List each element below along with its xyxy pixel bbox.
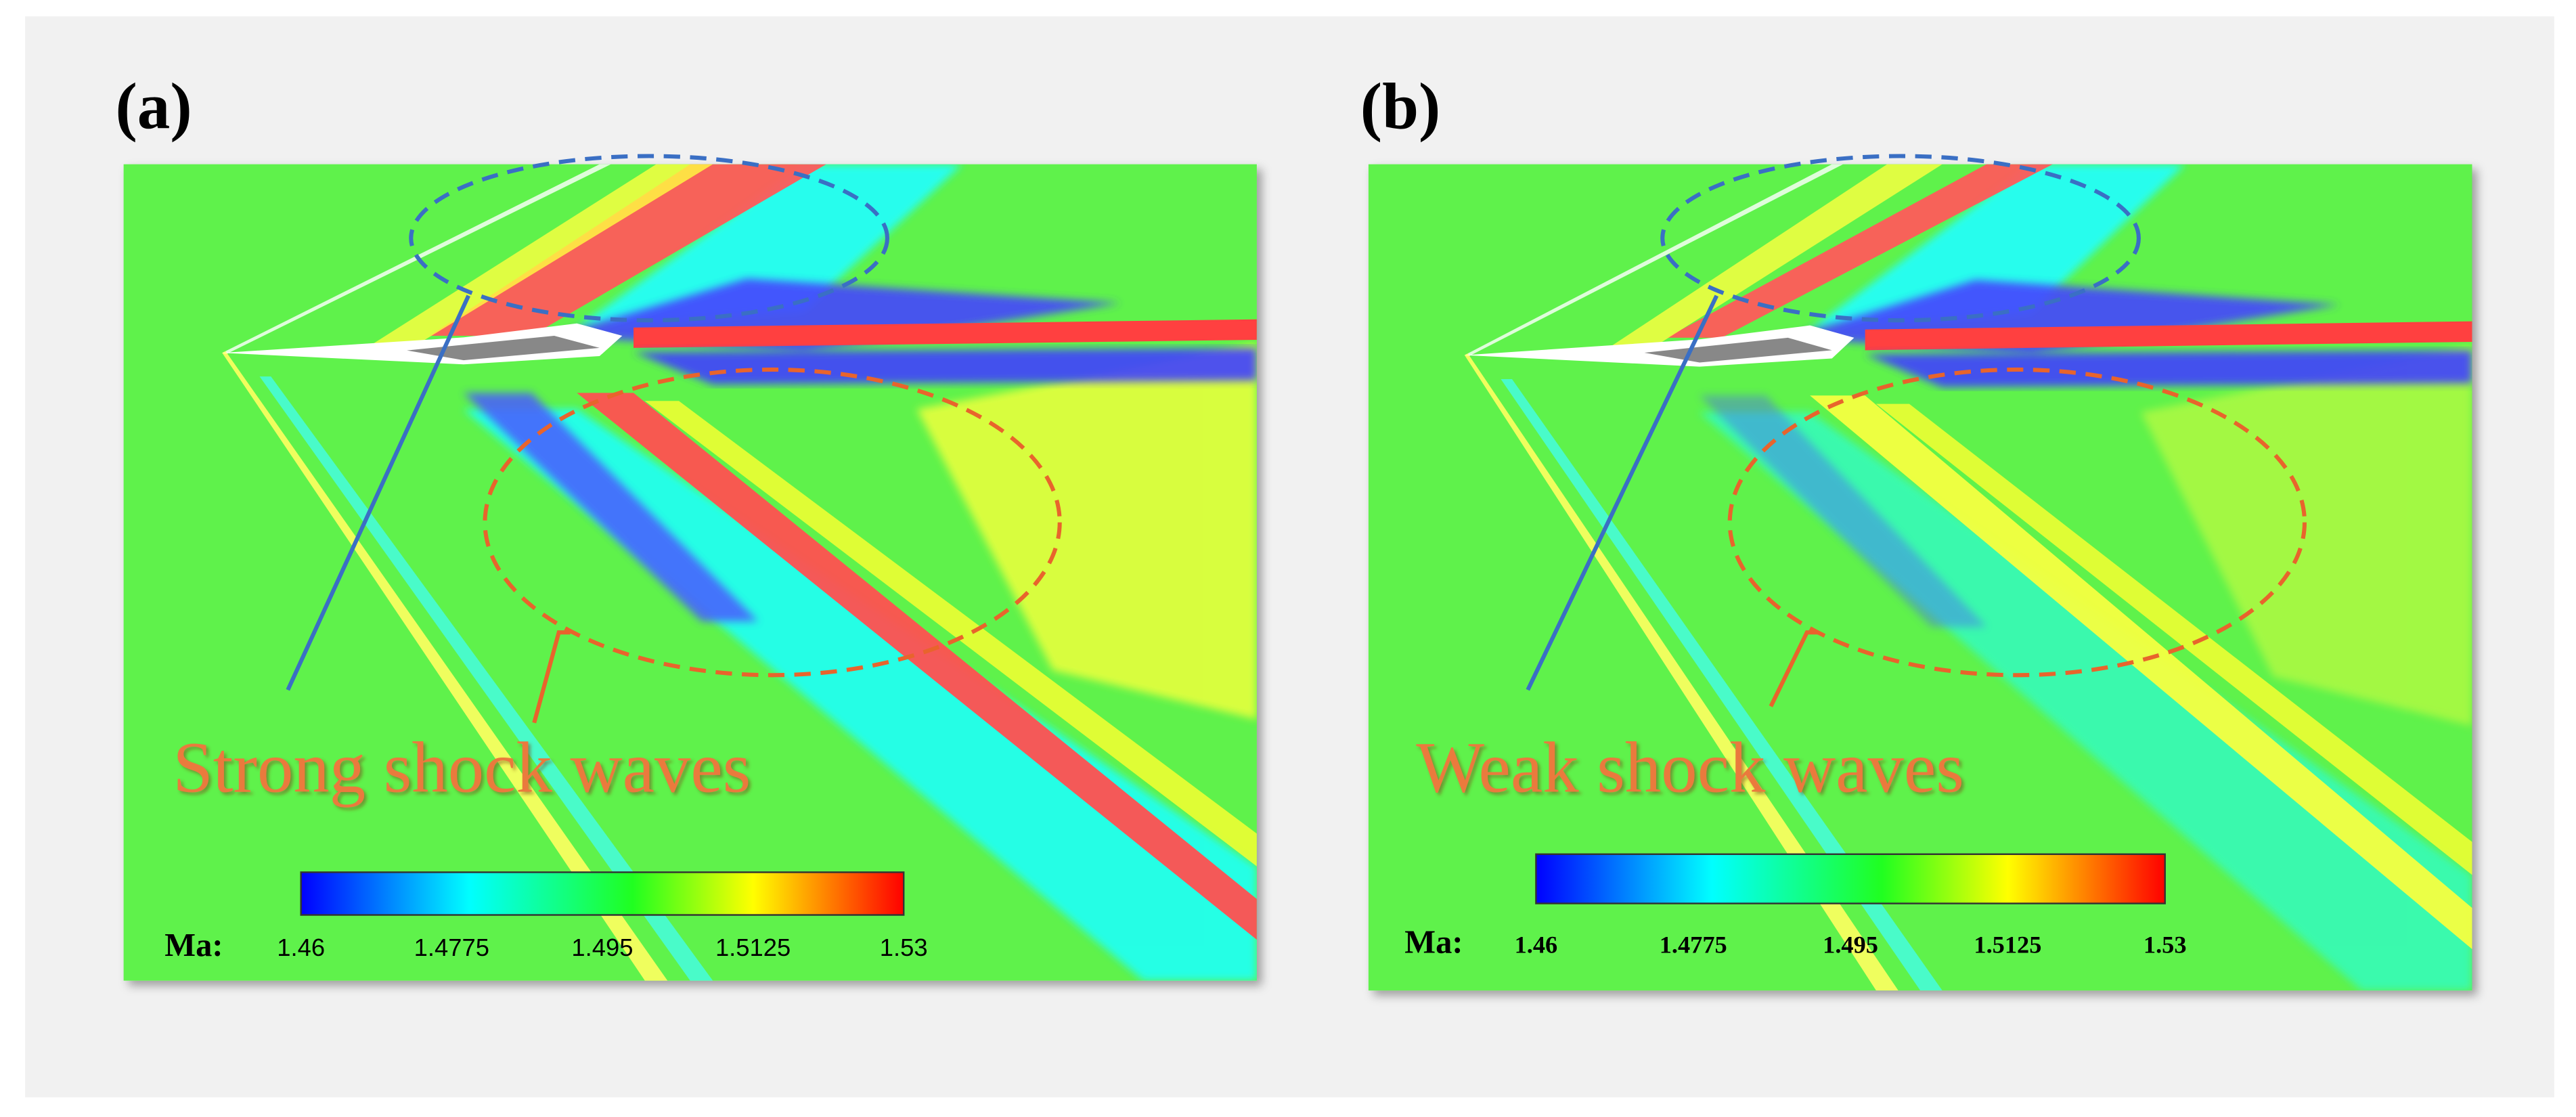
colorbar-tick-label: 1.46 [277,934,325,961]
colorbar-tick-label: 1.4775 [414,934,489,961]
highlight-ellipse [1727,367,2307,678]
upper-cyan [1810,164,2185,330]
highlight-ellipse [483,367,1062,678]
aircraft-shade [1644,337,1832,363]
colorbar [1535,853,2166,904]
colorbar-label: Ma: [1404,924,1463,960]
nose-shock-cyan [1501,379,1942,991]
annotation: Strong shock waves [173,728,751,808]
nose-shock-down [222,351,668,981]
nose-shock-up [1464,164,1844,357]
panel-label: (b) [1360,70,1441,142]
blue-band [463,393,759,621]
pointer-line [532,630,571,724]
highlight-ellipse [1660,154,2141,323]
lower-yellow-band [644,401,1257,867]
pointer-line [286,294,470,691]
wake-blue [1865,350,2472,388]
lower-red-band [577,393,1257,940]
colorbar-label: Ma: [164,927,223,963]
nose-shock-down [1464,353,1898,991]
yellow-region [2141,346,2472,726]
nose-shock-cyan [259,376,713,981]
upper-yellow-band [372,164,713,344]
colorbar-tick-label: 1.495 [571,934,633,961]
aircraft-shade [407,335,600,361]
colorbar-tick-label: 1.5125 [1974,931,2041,958]
yellow-region [916,343,1257,720]
upper-red-band [1666,164,2053,338]
colorbar-tick-label: 1.4775 [1660,931,1727,958]
highlight-ellipse [409,154,889,323]
wake-red [634,319,1257,348]
panel-label: (a) [116,70,192,142]
colorbar [300,871,905,916]
colorbar-tick-label: 1.53 [2144,931,2187,958]
annotation: Weak shock waves [1416,728,1964,808]
colorbar-tick-label: 1.5125 [715,934,791,961]
pointer-line [1769,630,1819,707]
upper-yellow-band [1611,164,1942,347]
upper-red-band [429,164,826,336]
contour-field [1464,164,2472,991]
colorbar-tick-label: 1.53 [880,934,928,961]
colorbar-tick-label: 1.46 [1515,931,1558,958]
pointer-line [1526,294,1719,691]
wake-blue [634,347,1257,385]
wake-red [1865,321,2472,351]
blue-band [1700,395,1986,628]
colorbar-tick-label: 1.495 [1823,931,1878,958]
